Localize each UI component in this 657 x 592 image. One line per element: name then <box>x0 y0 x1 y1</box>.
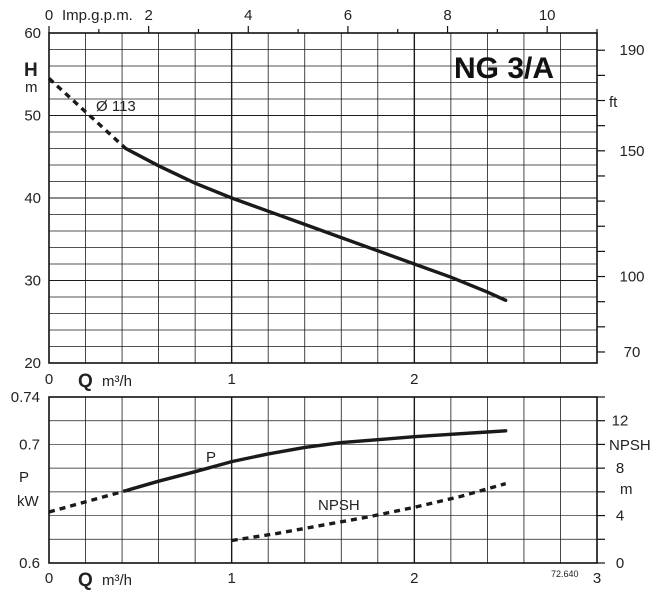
npsh-axis-tick-label: 0 <box>616 555 624 572</box>
q-axis-unit-lower: m³/h <box>102 572 132 589</box>
p-axis-tick-label: 0.74 <box>11 389 40 406</box>
h-axis-tick-label: 40 <box>24 190 41 207</box>
q-lower-tick-label: 3 <box>593 570 601 587</box>
p-axis-tick-label: 0.6 <box>19 555 40 572</box>
top-axis-label: Imp.g.p.m. <box>62 7 133 24</box>
plot-frames <box>48 26 605 564</box>
npsh-axis-tick-label: 4 <box>616 508 624 525</box>
chart-code: 72.640 <box>551 569 579 579</box>
q-lower-tick-label: 2 <box>410 570 418 587</box>
ft-axis-tick-label: 70 <box>624 344 641 361</box>
npsh-axis-tick-label: 12 <box>612 413 629 430</box>
h-axis-label: H <box>24 60 38 81</box>
power-curve-dashed-segment <box>48 489 127 514</box>
curves <box>47 77 508 543</box>
top-axis-tick-label: 0 <box>45 7 53 24</box>
p-axis-unit: kW <box>17 493 40 510</box>
head-curve-solid-segment <box>124 146 508 302</box>
h-axis-tick-label: 30 <box>24 273 41 290</box>
npsh-axis-tick-label: 8 <box>616 460 624 477</box>
power-curve-label: P <box>206 449 216 466</box>
q-upper-tick-label: 0 <box>45 371 53 388</box>
ft-axis-tick-label: 190 <box>619 42 644 59</box>
p-axis-label: P <box>19 469 29 486</box>
grid <box>49 33 597 563</box>
q-lower-tick-label: 0 <box>45 570 53 587</box>
q-upper-tick-label: 1 <box>227 371 235 388</box>
q-axis-unit-upper: m³/h <box>102 373 132 390</box>
h-axis-unit: m <box>25 79 38 96</box>
npsh-axis-label: NPSH <box>609 437 651 454</box>
upper-plot-frame <box>48 32 598 364</box>
p-axis-tick-label: 0.7 <box>19 436 40 453</box>
q-upper-tick-label: 2 <box>410 371 418 388</box>
ft-axis-tick-label: 150 <box>619 143 644 160</box>
q-axis-label-upper: Q <box>78 371 93 392</box>
h-axis-tick-label: 50 <box>24 108 41 125</box>
q-lower-tick-label: 1 <box>227 570 235 587</box>
chart-title: NG 3/A <box>454 52 554 85</box>
impeller-diameter-label: Ø 113 <box>96 98 136 115</box>
q-axis-label-lower: Q <box>78 570 93 591</box>
top-axis-tick-label: 10 <box>539 7 556 24</box>
top-axis-tick-label: 4 <box>244 7 252 24</box>
power-curve-solid-segment <box>124 429 508 493</box>
npsh-curve-dashed <box>231 481 507 543</box>
top-axis-tick-label: 6 <box>344 7 352 24</box>
h-axis-tick-label: 60 <box>24 25 41 42</box>
npsh-axis-unit: m <box>620 481 633 498</box>
lower-plot-frame <box>48 396 598 564</box>
ft-axis-label: ft <box>609 94 618 111</box>
h-axis-tick-label: 20 <box>24 355 41 372</box>
ft-axis-tick-label: 100 <box>619 269 644 286</box>
top-axis-tick-label: 8 <box>443 7 451 24</box>
top-axis-tick-label: 2 <box>144 7 152 24</box>
npsh-curve-label: NPSH <box>318 497 360 514</box>
